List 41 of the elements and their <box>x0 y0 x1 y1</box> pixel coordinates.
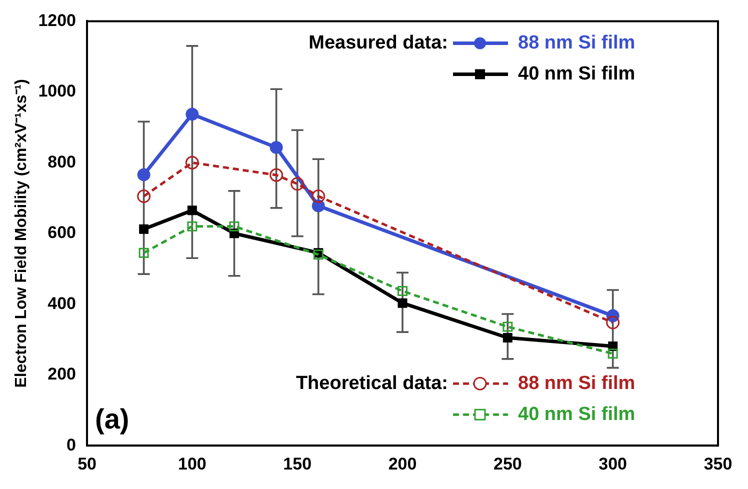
point <box>137 190 151 204</box>
y-tick-label: 400 <box>48 294 76 313</box>
point <box>270 168 284 182</box>
point <box>398 298 408 308</box>
legend-label: 88 nm Si film <box>518 32 636 54</box>
x-tick-label: 350 <box>704 454 732 474</box>
x-tick-label: 300 <box>598 454 628 474</box>
x-tick-label: 50 <box>78 454 96 474</box>
annotation: Theoretical data: <box>296 372 448 394</box>
x-tick-label: 150 <box>283 454 312 474</box>
point <box>187 206 197 216</box>
y-axis-title: Electron Low Field Mobility (cm²xV⁻¹xs⁻¹) <box>13 79 30 388</box>
y-tick-label: 1000 <box>38 82 76 101</box>
point <box>312 190 326 204</box>
point <box>185 156 199 170</box>
point <box>502 332 512 342</box>
y-tick-label: 800 <box>48 152 76 172</box>
point <box>270 140 283 154</box>
y-tick-label: 200 <box>48 364 76 384</box>
legend-label: 40 nm Si film <box>518 63 636 84</box>
point <box>398 286 408 296</box>
point <box>137 168 150 182</box>
point <box>138 248 149 258</box>
legend-label: 40 nm Si film <box>518 404 636 425</box>
point <box>186 108 199 121</box>
point <box>608 348 618 359</box>
x-tick-label: 250 <box>493 454 522 474</box>
point <box>290 177 304 191</box>
x-tick-label: 100 <box>178 454 206 474</box>
y-tick-label: 1200 <box>38 10 76 30</box>
y-tick-label: 0 <box>66 435 76 454</box>
y-tick-label: 600 <box>48 223 76 242</box>
point <box>502 322 513 332</box>
point <box>139 224 149 234</box>
point <box>229 221 240 232</box>
point <box>187 221 198 232</box>
annotation: (a) <box>95 403 130 434</box>
point <box>606 316 620 330</box>
legend-label: 88 nm Si film <box>518 372 636 394</box>
annotation: Measured data: <box>308 32 448 54</box>
x-tick-label: 200 <box>388 454 417 474</box>
